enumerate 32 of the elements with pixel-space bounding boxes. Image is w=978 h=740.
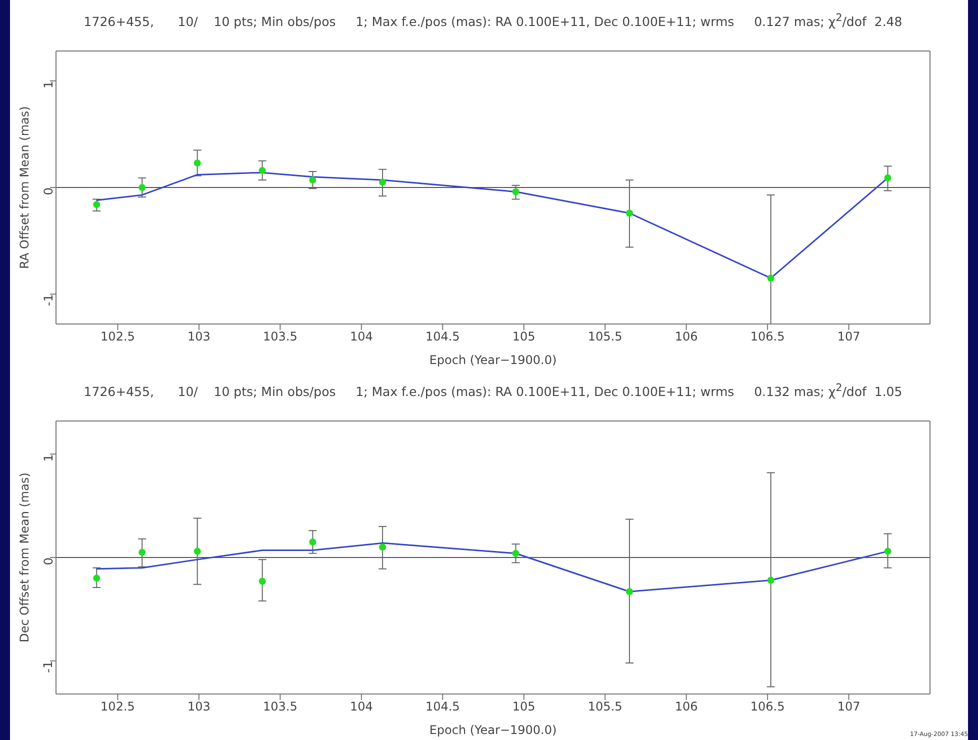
x-tick-label: 105 xyxy=(512,700,536,714)
x-tick-label: 105.5 xyxy=(588,700,622,714)
y-tick-label: 1 xyxy=(41,80,56,88)
y-axis-title: RA Offset from Mean (mas) xyxy=(17,106,32,269)
x-tick-label: 106 xyxy=(674,700,698,714)
x-tick-label: 104.5 xyxy=(425,330,460,344)
x-tick-label: 106 xyxy=(674,330,698,344)
x-tick-label: 106.5 xyxy=(750,700,785,714)
x-axis-title: Epoch (Year−1900.0) xyxy=(429,723,557,737)
x-tick-label: 105 xyxy=(512,330,536,344)
x-tick-label: 104 xyxy=(350,700,373,714)
x-tick-label: 103.5 xyxy=(263,330,298,344)
chart-title: 1726+455, 10/ 10 pts; Min obs/pos 1; Max f.e./pos (mas): RA 0.100E+11, Dec 0.100E+11; wrms 0.132 mas; χ$^{2}$/dof 1.05 xyxy=(82,382,904,400)
y-tick-label: -1 xyxy=(41,660,56,673)
y-tick-label: 1 xyxy=(41,454,56,462)
y-tick-label: -1 xyxy=(41,294,56,306)
chart-title: 1726+455, 10/ 10 pts; Min obs/pos 1; Max f.e./pos (mas): RA 0.100E+11, Dec 0.100E+11; wrms 0.127 mas; χ$^{2}$/dof 2.48 xyxy=(82,12,904,30)
y-axis-title: Dec Offset from Mean (mas) xyxy=(17,472,32,642)
x-tick-label: 104 xyxy=(350,330,373,344)
x-tick-label: 103.5 xyxy=(263,700,298,714)
x-tick-label: 103 xyxy=(188,700,210,714)
x-tick-label: 105.5 xyxy=(588,330,622,344)
x-tick-label: 107 xyxy=(837,700,860,714)
x-tick-label: 104.5 xyxy=(425,700,460,714)
x-tick-label: 107 xyxy=(837,330,860,344)
x-tick-label: 106.5 xyxy=(750,330,785,344)
x-tick-label: 103 xyxy=(188,330,210,344)
y-tick-label: 0 xyxy=(41,558,56,566)
x-tick-label: 102.5 xyxy=(100,700,135,714)
x-tick-label: 102.5 xyxy=(100,330,135,344)
x-axis-title: Epoch (Year−1900.0) xyxy=(429,353,557,367)
y-tick-label: 0 xyxy=(41,188,56,196)
